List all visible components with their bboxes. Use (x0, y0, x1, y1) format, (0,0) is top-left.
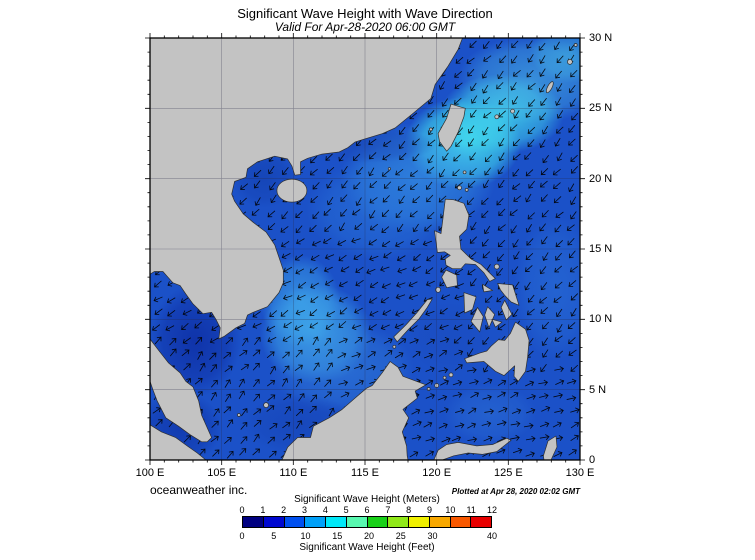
taiwan (437, 103, 466, 152)
page-title: Significant Wave Height with Wave Direct… (237, 6, 493, 21)
luzon (434, 198, 496, 282)
graticule (150, 38, 580, 460)
y-tick-label: 30 N (589, 32, 613, 44)
legend-feet-ticks: 0 5 10 15 20 25 30 40 (239, 531, 497, 541)
map-frame (149, 37, 581, 461)
sumatra (150, 424, 207, 460)
legend-title-feet: Significant Wave Height (Feet) (299, 542, 435, 553)
sulu-island-1 (448, 372, 454, 378)
legend-meters-tick-label: 8 (406, 505, 412, 515)
bohol (491, 318, 503, 328)
valid-time-subtitle: Valid For Apr-28-2020 06:00 GMT (274, 20, 456, 34)
pratas-island (387, 167, 391, 171)
legend-feet-tick-label: 25 (395, 531, 406, 541)
y-tick-label: 5 N (589, 383, 607, 396)
legend-feet-tick-label: 5 (271, 531, 277, 541)
babuyan-island-1 (457, 185, 462, 191)
y-tick-label: 10 N (589, 313, 613, 326)
palawan (393, 298, 433, 343)
y-tick-label: 25 N (589, 102, 613, 115)
x-tick-label: 115 E (351, 467, 379, 479)
legend-color-segment (409, 517, 430, 527)
leyte (500, 299, 513, 321)
ishigaki-island (494, 114, 500, 120)
credit-text: oceanweather inc. (150, 483, 248, 497)
sulu-island-4 (426, 387, 431, 391)
legend-color-segment (450, 517, 472, 527)
frame-ticks (145, 33, 585, 465)
anambas-island (237, 413, 241, 417)
y-tick-label: 15 N (589, 243, 613, 255)
cebu (484, 306, 496, 329)
x-tick-label: 130 E (565, 467, 595, 479)
legend-color-segment (263, 517, 285, 527)
legend-color-segment (367, 517, 389, 527)
legend-color-segment (305, 517, 326, 527)
legend-meters-tick-label: 2 (281, 505, 287, 515)
penghu-island (429, 127, 433, 132)
sulu-island-3 (434, 383, 440, 388)
legend-color-segment (346, 517, 368, 527)
okinawa (545, 81, 554, 94)
legend-meters-tick-label: 7 (385, 505, 391, 515)
legend-meters-tick-label: 9 (426, 505, 433, 515)
legend-meters-tick-label: 12 (486, 505, 498, 515)
legend-title-meters: Significant Wave Height (Meters) (294, 494, 440, 505)
legend-feet-tick-label: 20 (363, 531, 375, 541)
legend-meters-tick-label: 11 (466, 505, 476, 515)
legend-meters-tick-label: 10 (445, 505, 456, 515)
legend-meters-tick-label: 6 (364, 505, 370, 515)
legend-color-segment (429, 517, 451, 527)
legend-color-segment (243, 517, 264, 527)
balabac-island (392, 344, 397, 349)
legend-color-segment (284, 517, 306, 527)
y-tick-label: 20 N (589, 172, 613, 185)
legend-feet-tick-label: 0 (239, 531, 245, 541)
legend-meters-ticks: 0 1 2 3 4 5 6 7 8 9 10 11 12 (239, 505, 497, 515)
x-tick-label: 120 E (422, 467, 452, 479)
batanes-island (462, 170, 467, 175)
legend-meters-tick-label: 5 (343, 505, 349, 515)
legend-feet-tick-label: 15 (332, 531, 343, 541)
natuna-island (263, 402, 269, 408)
mindanao (464, 321, 530, 382)
legend-meters-tick-label: 3 (301, 505, 308, 515)
amami-island (567, 59, 573, 65)
sulu-island-2 (442, 375, 447, 380)
busuanga-island (435, 286, 441, 293)
legend-meters-tick-label: 1 (260, 505, 266, 515)
wave-map (145, 33, 585, 465)
mindoro (441, 269, 458, 289)
legend-colorbar (242, 516, 492, 528)
legend-feet-tick-label: 40 (486, 531, 498, 541)
legend-color-segment (388, 517, 409, 527)
hainan (276, 178, 308, 203)
legend-meters-tick-label: 4 (322, 505, 328, 515)
babuyan-island-2 (464, 188, 469, 192)
legend-feet-tick-label: 30 (427, 531, 438, 541)
x-tick-label: 110 E (279, 467, 308, 479)
y-tick-label: 0 (589, 454, 596, 466)
catanduanes-island (493, 263, 500, 270)
x-tick-label: 125 E (493, 467, 523, 479)
x-tick-label: 100 E (135, 467, 165, 479)
plotted-timestamp: Plotted at Apr 28, 2020 02:02 GMT (451, 487, 580, 496)
halmahera (543, 435, 558, 460)
sulawesi (433, 437, 512, 460)
legend-meters-tick-label: 0 (239, 505, 245, 515)
tokara-island (573, 43, 578, 47)
borneo (281, 361, 427, 460)
masbate (482, 283, 493, 293)
malay-peninsula (150, 338, 212, 443)
legend-feet-tick-label: 10 (300, 531, 311, 541)
miyako-island (510, 108, 515, 114)
legend-color-segment (471, 517, 491, 527)
legend-color-segment (326, 517, 347, 527)
panay (463, 292, 477, 314)
x-tick-label: 105 E (207, 467, 237, 479)
asia-mainland (150, 38, 463, 340)
negros (470, 307, 484, 333)
landmass (150, 38, 578, 460)
samar (497, 283, 520, 306)
